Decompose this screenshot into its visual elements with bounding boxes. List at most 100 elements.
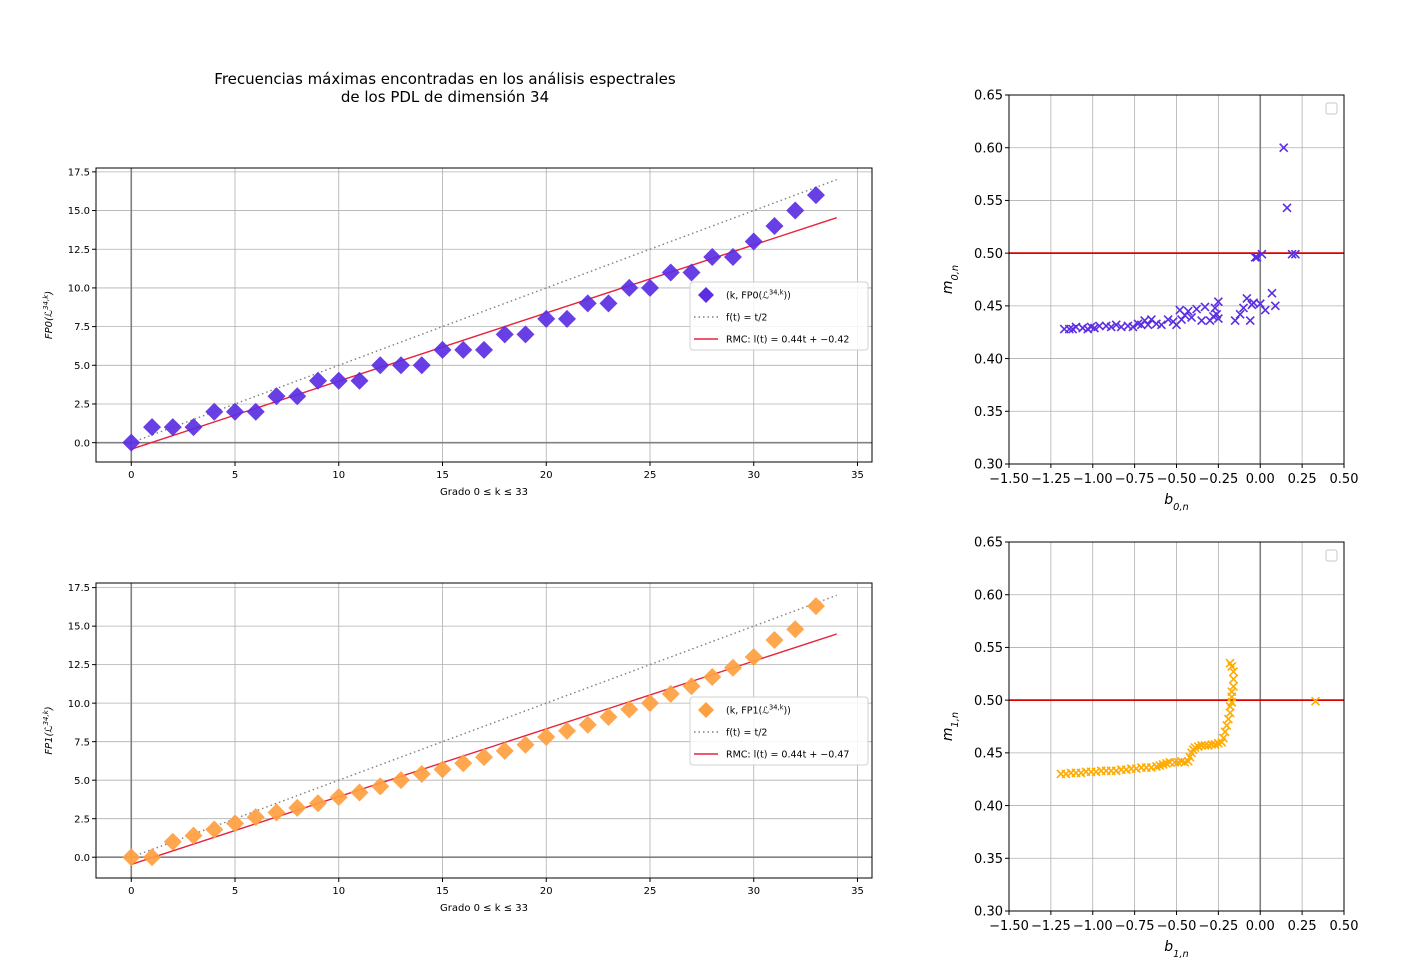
data-point bbox=[246, 808, 265, 827]
data-point bbox=[1064, 324, 1074, 334]
chart-fp1: 0 5 10 15 20 25 30 35 0.0 2.5 5.0 7.5 10.0 12.5 15.0 17… bbox=[42, 582, 873, 914]
x-tick-label: 30 bbox=[747, 470, 760, 481]
data-point bbox=[806, 597, 825, 616]
y-axis-label: m0,n bbox=[940, 265, 961, 294]
data-point bbox=[1225, 658, 1235, 668]
data-point bbox=[1255, 299, 1265, 309]
figure-title-line-2: de los PDL de dimensión 34 bbox=[340, 88, 550, 106]
x-tick-label: −1.50 bbox=[989, 472, 1029, 487]
data-point bbox=[703, 247, 722, 266]
legend: (k, FP0(ℒ34,k)) f(t) = t/2 RMC: l(t) = 0.4… bbox=[689, 281, 869, 351]
data-point bbox=[184, 826, 203, 845]
data-point bbox=[454, 340, 473, 359]
axes-frame bbox=[95, 582, 873, 879]
y-tick-label: 15.0 bbox=[68, 622, 90, 633]
data-point bbox=[1223, 714, 1233, 724]
data-point bbox=[1192, 304, 1202, 314]
data-point bbox=[1235, 309, 1245, 319]
legend-label: f(t) = t/2 bbox=[726, 728, 767, 739]
data-point bbox=[350, 371, 369, 390]
y-tick-label: 12.5 bbox=[68, 660, 90, 671]
data-point bbox=[806, 186, 825, 205]
data-point bbox=[246, 402, 265, 421]
y-tick-label: 0.60 bbox=[974, 141, 1003, 156]
data-point bbox=[1228, 681, 1239, 692]
x-tick-label: 20 bbox=[540, 886, 553, 897]
data-point bbox=[1220, 727, 1230, 737]
x-tick-label: 5 bbox=[232, 886, 238, 897]
data-point bbox=[765, 630, 784, 649]
data-point bbox=[1128, 322, 1138, 332]
y-tick-label: 17.5 bbox=[68, 167, 90, 178]
data-point bbox=[143, 418, 162, 437]
data-point bbox=[1213, 297, 1223, 307]
legend-frame bbox=[689, 281, 869, 351]
data-point bbox=[1230, 316, 1240, 326]
data-point bbox=[371, 356, 390, 375]
data-point bbox=[1279, 143, 1289, 153]
data-point bbox=[454, 754, 473, 773]
x-tick-label: 10 bbox=[332, 470, 345, 481]
data-point bbox=[184, 418, 203, 437]
data-point bbox=[1252, 252, 1262, 262]
data-point bbox=[122, 433, 141, 452]
data-point bbox=[1267, 288, 1277, 298]
y-tick-label: 0.30 bbox=[974, 458, 1003, 473]
data-point bbox=[1245, 316, 1255, 326]
x-tick-label: −0.75 bbox=[1115, 919, 1155, 934]
data-point bbox=[765, 217, 784, 236]
data-point bbox=[475, 748, 493, 767]
data-point bbox=[1260, 305, 1270, 315]
x-tick-label: −0.50 bbox=[1157, 472, 1197, 487]
chart-fp0: 0 5 10 15 20 25 30 35 0.0 2.5 5.0 7.5 10.0 12.5 15.0 17… bbox=[42, 167, 873, 498]
data-point bbox=[557, 721, 576, 740]
x-tick-label: −0.75 bbox=[1115, 472, 1155, 487]
data-point bbox=[744, 647, 763, 666]
y-tick-label: 0.50 bbox=[974, 694, 1003, 709]
x-tick-label: 25 bbox=[644, 470, 657, 481]
x-tick-label: 15 bbox=[436, 886, 449, 897]
x-tick-label: 20 bbox=[540, 470, 553, 481]
legend-label: f(t) = t/2 bbox=[726, 313, 767, 324]
y-tick-label: 0.40 bbox=[974, 799, 1003, 814]
x-tick-label: −0.50 bbox=[1157, 919, 1197, 934]
data-point bbox=[1228, 667, 1239, 677]
x-axis-label: b0,n bbox=[1164, 492, 1188, 513]
data-point bbox=[744, 232, 763, 251]
data-point bbox=[1282, 203, 1292, 213]
x-tick-label: 10 bbox=[332, 886, 345, 897]
data-point bbox=[371, 777, 390, 796]
data-point bbox=[1222, 720, 1232, 731]
y-tick-label: 0.45 bbox=[974, 747, 1003, 762]
x-tick-label: −1.25 bbox=[1031, 472, 1071, 487]
x-tick-label: 0 bbox=[128, 886, 134, 897]
data-point bbox=[309, 794, 328, 813]
y-tick-label: 0.45 bbox=[974, 300, 1003, 315]
data-point bbox=[537, 728, 556, 747]
data-point bbox=[537, 309, 556, 328]
y-tick-label: 2.5 bbox=[74, 400, 90, 411]
x-axis-label: Grado 0 ≤ k ≤ 33 bbox=[440, 487, 528, 498]
data-point bbox=[1200, 302, 1210, 312]
data-point bbox=[578, 294, 597, 313]
x-tick-label: 25 bbox=[644, 886, 657, 897]
x-tick-label: 0.00 bbox=[1246, 472, 1275, 487]
x-tick-label: −1.50 bbox=[989, 919, 1029, 934]
legend-label: RMC: l(t) = 0.44t + −0.42 bbox=[726, 335, 849, 346]
data-point bbox=[516, 325, 535, 344]
y-tick-label: 0.60 bbox=[974, 588, 1003, 603]
data-point bbox=[433, 340, 452, 359]
legend-empty-box bbox=[1325, 102, 1338, 115]
data-point bbox=[640, 694, 659, 713]
x-tick-label: −1.25 bbox=[1031, 919, 1071, 934]
y-tick-label: 0.40 bbox=[974, 352, 1003, 367]
data-point bbox=[392, 356, 411, 375]
legend-marker bbox=[698, 702, 714, 718]
y-tick-label: 2.5 bbox=[74, 814, 90, 825]
y-tick-label: 15.0 bbox=[68, 206, 90, 217]
x-tick-label: 0.00 bbox=[1246, 919, 1275, 934]
data-point bbox=[226, 402, 245, 421]
x-axis-label: Grado 0 ≤ k ≤ 33 bbox=[440, 903, 528, 914]
data-point bbox=[1228, 674, 1239, 684]
y-tick-label: 5.0 bbox=[74, 361, 90, 372]
